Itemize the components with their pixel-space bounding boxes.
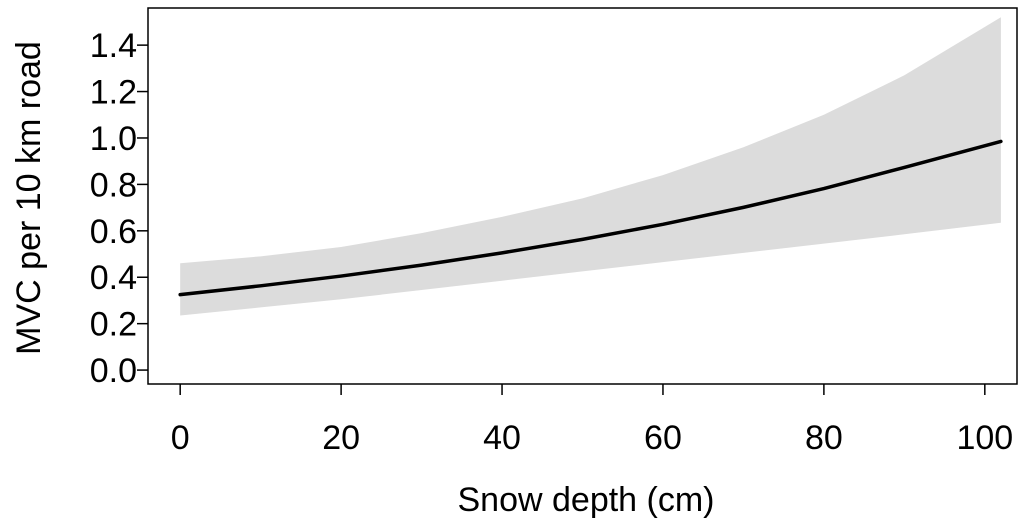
confidence-band <box>180 17 1001 316</box>
y-tick-label: 1.0 <box>90 120 137 158</box>
x-tick-label: 80 <box>805 419 843 457</box>
y-tick-label: 1.4 <box>90 27 137 65</box>
y-tick-label: 0.0 <box>90 352 137 390</box>
x-tick-label: 20 <box>322 419 360 457</box>
fitted-line-layer <box>178 139 1003 297</box>
x-axis-label: Snow depth (cm) <box>458 481 715 519</box>
y-tick-label: 0.2 <box>90 306 137 344</box>
plot-frame <box>147 7 1018 385</box>
y-tick-label: 0.4 <box>90 259 137 297</box>
axes-layer: 0 20 40 60 80 100 0.0 0.2 0.4 0.6 0.8 1.0 1.2 1.4 <box>90 7 1018 457</box>
x-tick-label: 100 <box>956 419 1013 457</box>
y-axis-label: MVC per 10 km road <box>10 41 48 355</box>
x-tick-label: 0 <box>171 419 190 457</box>
fitted-line <box>178 139 1003 297</box>
y-tick-label: 1.2 <box>90 74 137 112</box>
y-tick-label: 0.8 <box>90 166 137 204</box>
y-tick-label: 0.6 <box>90 213 137 251</box>
x-tick-label: 40 <box>483 419 521 457</box>
x-tick-label: 60 <box>644 419 682 457</box>
confidence-band-layer <box>180 17 1001 316</box>
